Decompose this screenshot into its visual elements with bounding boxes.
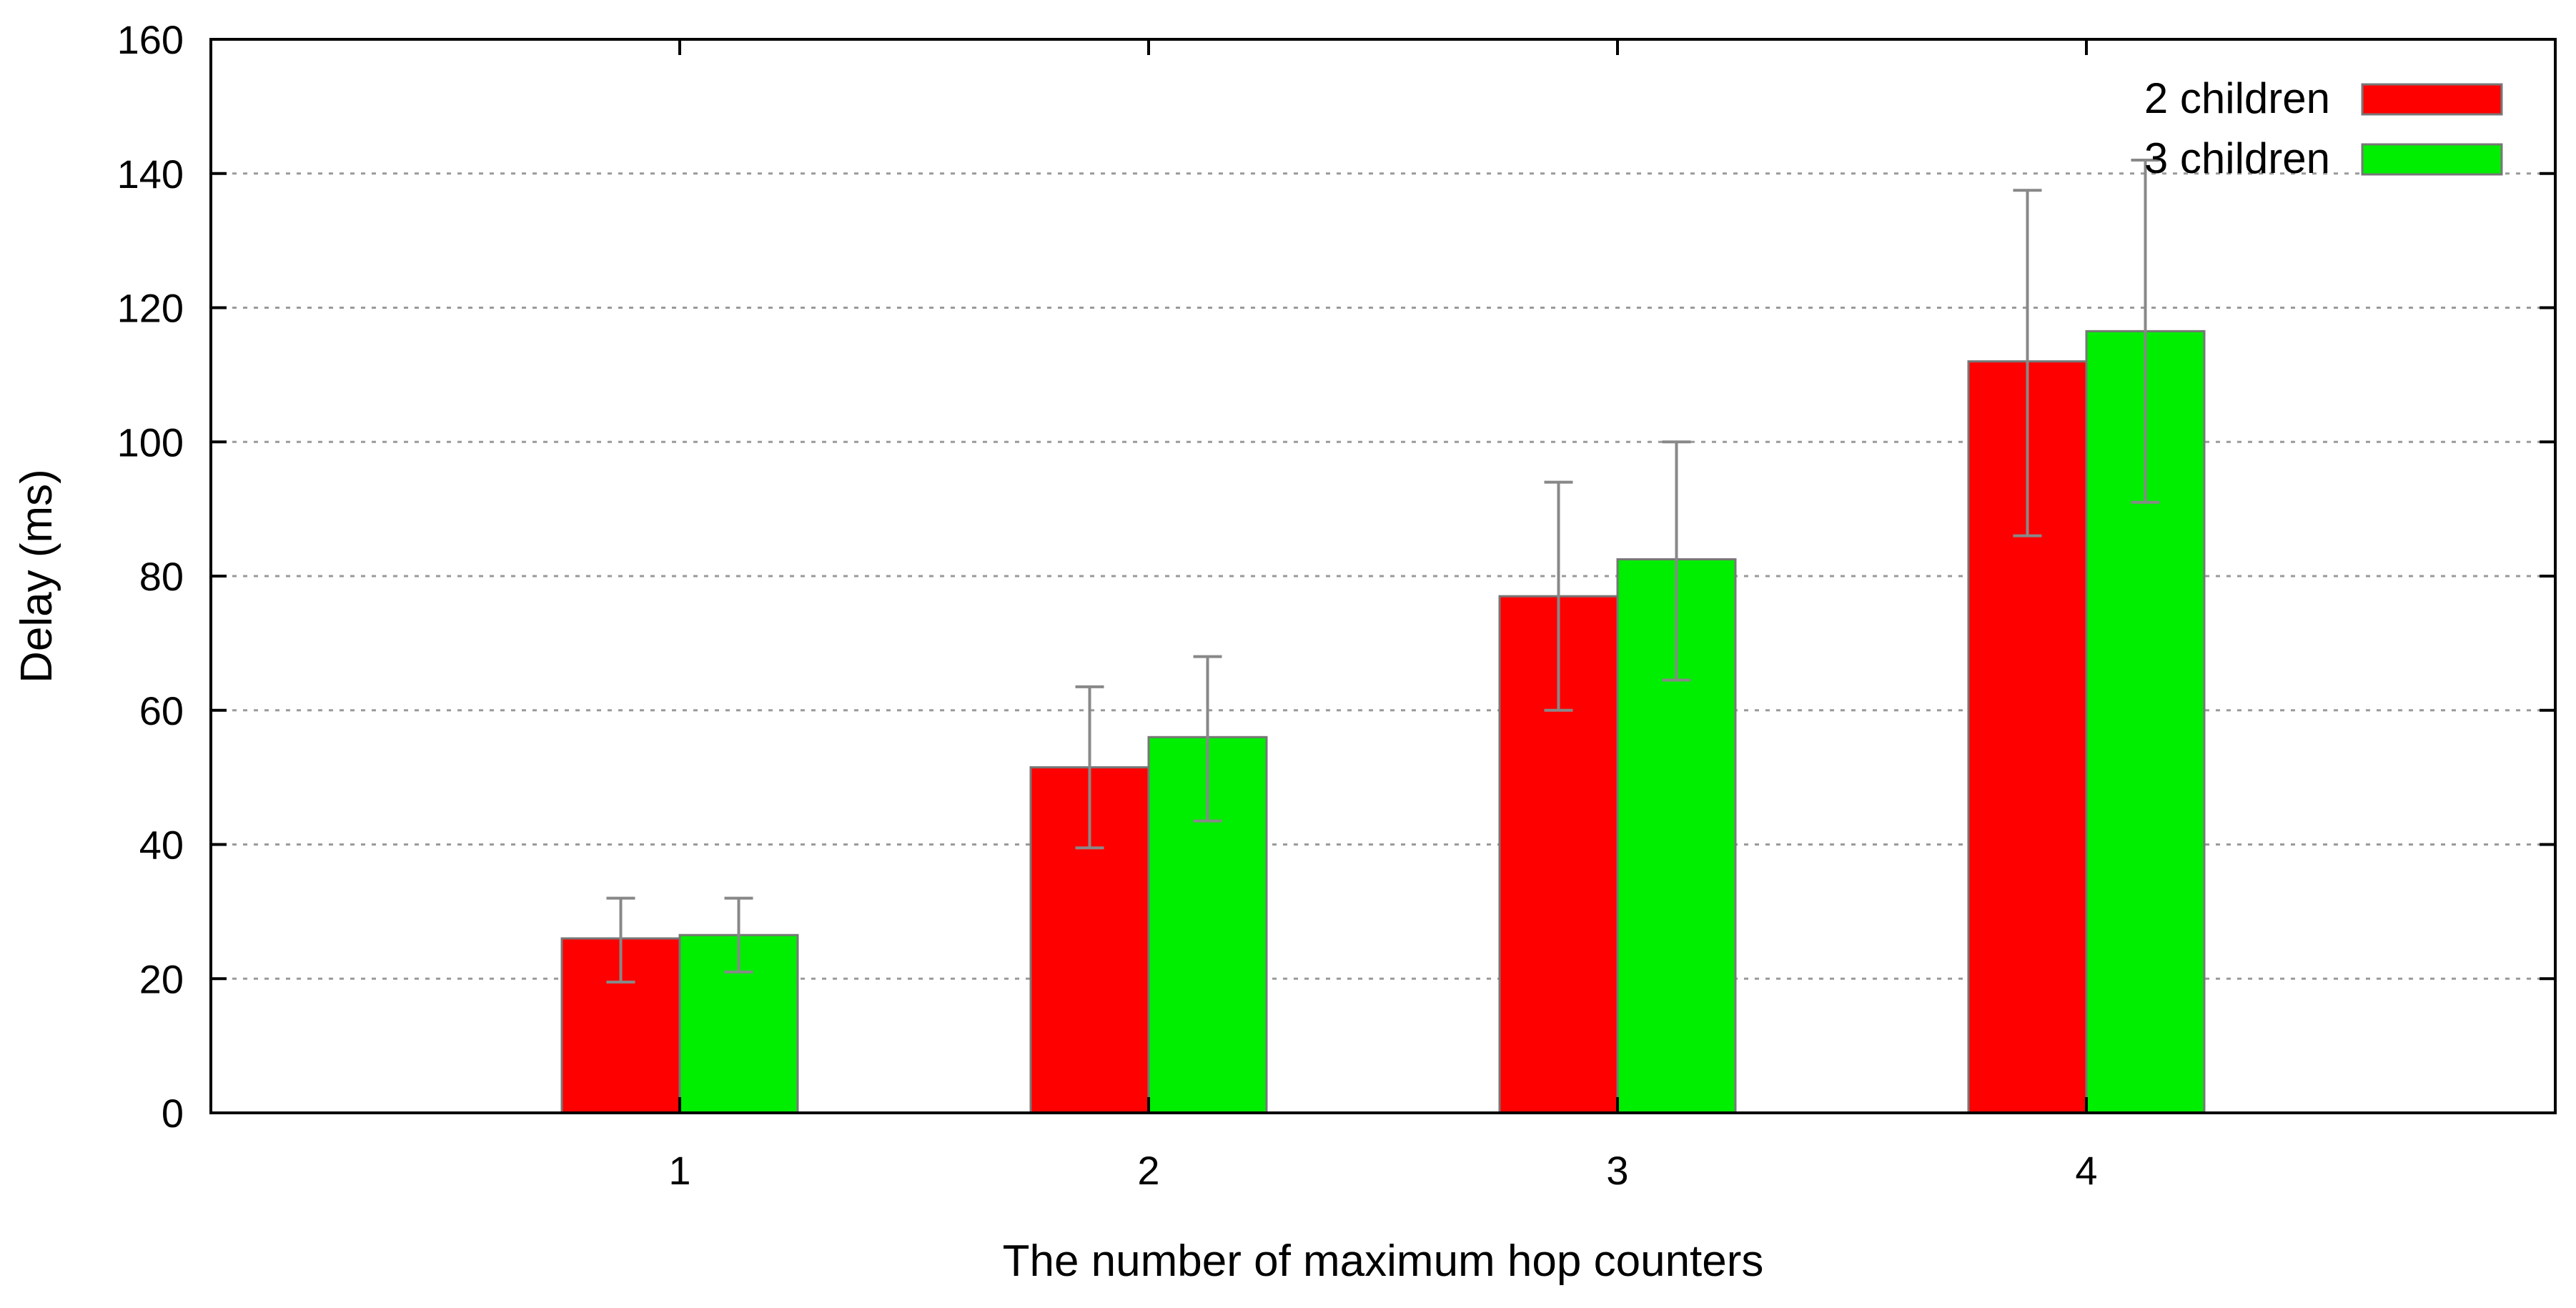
- legend: 2 children 3 children: [2144, 74, 2503, 182]
- y-tick-label: 60: [139, 688, 184, 733]
- legend-swatch-3-children: [2361, 143, 2503, 176]
- bars: [560, 330, 2206, 1114]
- y-tick-label: 100: [117, 420, 184, 465]
- y-axis-label: Delay (ms): [12, 469, 61, 683]
- x-tick-label: 3: [1606, 1148, 1628, 1193]
- axis-ticks: [211, 38, 2555, 1114]
- legend-label-2-children: 2 children: [2144, 74, 2330, 122]
- y-tick-label: 0: [162, 1091, 184, 1136]
- legend-swatch-2-children: [2361, 83, 2503, 116]
- y-tick-label: 80: [139, 554, 184, 599]
- y-tick-label: 120: [117, 286, 184, 331]
- x-tick-label: 2: [1137, 1148, 1159, 1193]
- x-tick-label: 4: [2075, 1148, 2097, 1193]
- y-tick-label: 20: [139, 956, 184, 1001]
- x-tick-label: 1: [668, 1148, 690, 1193]
- x-axis-label: The number of maximum hop counters: [1003, 1237, 1764, 1286]
- tick-labels: 0 20 40 60 80 100 120 140 160 1 2 3 4: [117, 17, 2098, 1193]
- y-tick-label: 140: [117, 152, 184, 197]
- error-bars: [606, 158, 2160, 984]
- legend-label-3-children: 3 children: [2144, 134, 2330, 182]
- y-tick-label: 160: [117, 17, 184, 62]
- y-tick-label: 40: [139, 823, 184, 868]
